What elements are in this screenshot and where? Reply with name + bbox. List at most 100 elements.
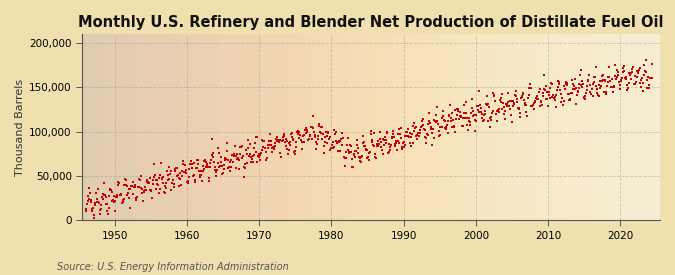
Point <box>234 145 245 149</box>
Title: Monthly U.S. Refinery and Blender Net Production of Distillate Fuel Oil: Monthly U.S. Refinery and Blender Net Pr… <box>78 15 664 30</box>
Point <box>144 181 155 185</box>
Point <box>345 144 356 148</box>
Point <box>346 150 356 154</box>
Point <box>240 162 250 166</box>
Point <box>290 149 300 153</box>
Point <box>408 141 418 145</box>
Point <box>595 86 606 90</box>
Point <box>545 81 556 86</box>
Point <box>396 136 406 140</box>
Point <box>391 141 402 145</box>
Point <box>529 101 539 105</box>
Point <box>100 193 111 197</box>
Point <box>256 148 267 152</box>
Point <box>636 85 647 89</box>
Point <box>349 152 360 156</box>
Point <box>488 91 499 95</box>
Point <box>598 78 609 82</box>
Point <box>308 130 319 135</box>
Point <box>505 99 516 103</box>
Point <box>110 209 121 213</box>
Point <box>313 122 324 127</box>
Point <box>144 176 155 180</box>
Point <box>501 104 512 109</box>
Point <box>207 153 217 158</box>
Point <box>375 145 386 150</box>
Point <box>114 193 125 197</box>
Point <box>265 142 276 147</box>
Point <box>305 134 316 139</box>
Point <box>423 133 433 137</box>
Point <box>524 86 535 90</box>
Point <box>463 116 474 120</box>
Point <box>254 158 265 163</box>
Point <box>594 83 605 87</box>
Point <box>573 90 584 95</box>
Point <box>167 181 178 186</box>
Point <box>106 190 117 194</box>
Point <box>556 95 567 100</box>
Point <box>165 169 176 174</box>
Point <box>292 129 303 133</box>
Point <box>518 98 529 103</box>
Point <box>122 193 133 197</box>
Point <box>516 95 527 100</box>
Point <box>359 140 370 144</box>
Point <box>255 153 266 158</box>
Point <box>282 147 293 152</box>
Point <box>485 115 496 120</box>
Point <box>500 116 511 121</box>
Point <box>344 150 354 154</box>
Point <box>159 184 170 188</box>
Point <box>291 139 302 144</box>
Point <box>181 167 192 172</box>
Point <box>263 143 273 147</box>
Point <box>400 134 410 138</box>
Point <box>138 190 149 194</box>
Point <box>364 158 375 162</box>
Point <box>213 165 224 169</box>
Point <box>308 114 319 118</box>
Point <box>211 169 222 174</box>
Point <box>245 160 256 165</box>
Point <box>358 144 369 148</box>
Point <box>192 158 203 163</box>
Point <box>166 188 177 192</box>
Point <box>381 131 392 136</box>
Point <box>405 141 416 146</box>
Point <box>646 76 657 81</box>
Point <box>500 109 510 113</box>
Point <box>169 169 180 173</box>
Point <box>584 73 595 78</box>
Point <box>490 112 501 116</box>
Point <box>634 68 645 73</box>
Point <box>334 148 345 153</box>
Point <box>626 77 637 81</box>
Point <box>578 95 589 100</box>
Point <box>601 84 612 88</box>
Point <box>167 181 178 185</box>
Point <box>342 147 353 152</box>
Point <box>551 105 562 109</box>
Point <box>457 124 468 128</box>
Point <box>392 148 402 152</box>
Point <box>98 192 109 197</box>
Point <box>193 162 204 166</box>
Point <box>526 103 537 108</box>
Point <box>286 132 296 136</box>
Point <box>585 92 596 97</box>
Point <box>434 125 445 130</box>
Point <box>337 143 348 147</box>
Point <box>354 155 364 160</box>
Point <box>90 201 101 205</box>
Point <box>123 191 134 195</box>
Point <box>576 82 587 87</box>
Point <box>566 91 577 95</box>
Point <box>608 90 618 95</box>
Point <box>124 196 134 200</box>
Point <box>304 133 315 137</box>
Point <box>194 168 205 173</box>
Point <box>163 165 174 170</box>
Point <box>217 164 227 168</box>
Point <box>83 199 94 204</box>
